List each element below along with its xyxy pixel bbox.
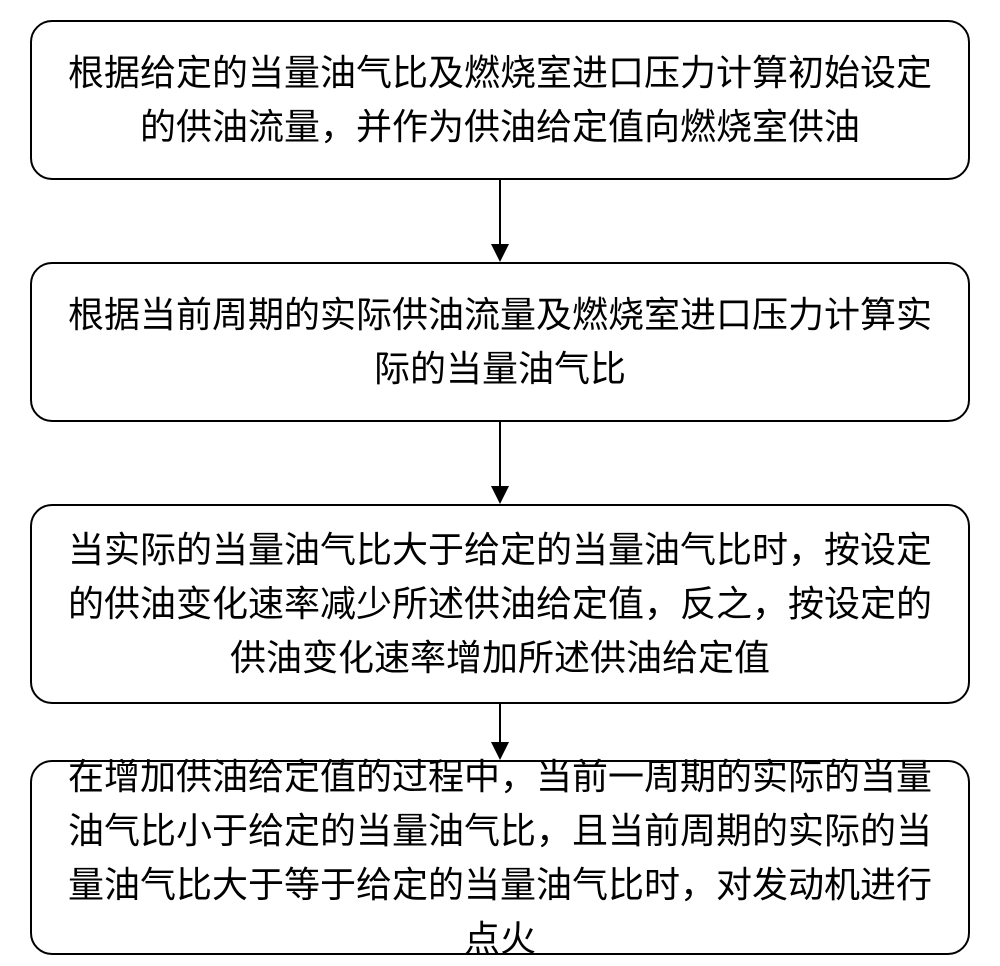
flow-node-n4: 在增加供油给定值的过程中，当前一周期的实际的当量油气比小于给定的当量油气比，且当… <box>30 760 970 955</box>
flow-node-n2: 根据当前周期的实际供油流量及燃烧室进口压力计算实际的当量油气比 <box>30 262 970 422</box>
flow-node-n1: 根据给定的当量油气比及燃烧室进口压力计算初始设定的供油流量，并作为供油给定值向燃… <box>30 20 970 180</box>
flow-arrow-line-0 <box>499 180 501 244</box>
flow-arrow-head-0 <box>491 244 509 262</box>
flow-arrow-head-2 <box>491 742 509 760</box>
flow-arrow-head-1 <box>491 486 509 504</box>
flow-arrow-line-2 <box>499 704 501 742</box>
flow-node-n3: 当实际的当量油气比大于给定的当量油气比时，按设定的供油变化速率减少所述供油给定值… <box>30 504 970 704</box>
flow-arrow-line-1 <box>499 422 501 486</box>
flowchart-canvas: 根据给定的当量油气比及燃烧室进口压力计算初始设定的供油流量，并作为供油给定值向燃… <box>0 0 1000 960</box>
